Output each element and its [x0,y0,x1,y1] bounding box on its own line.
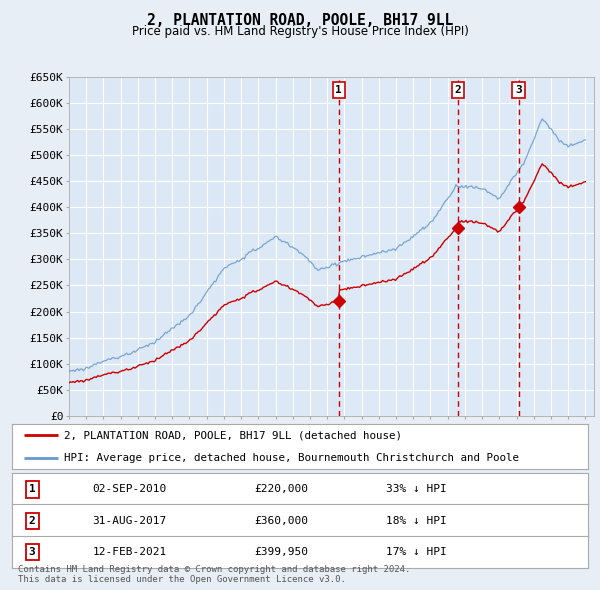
Text: 1: 1 [335,85,342,95]
Text: 12-FEB-2021: 12-FEB-2021 [92,547,167,557]
Text: HPI: Average price, detached house, Bournemouth Christchurch and Poole: HPI: Average price, detached house, Bour… [64,453,519,463]
Text: Price paid vs. HM Land Registry's House Price Index (HPI): Price paid vs. HM Land Registry's House … [131,25,469,38]
Text: 17% ↓ HPI: 17% ↓ HPI [386,547,447,557]
Text: £399,950: £399,950 [254,547,308,557]
Bar [339,77,594,416]
Text: £360,000: £360,000 [254,516,308,526]
Text: This data is licensed under the Open Government Licence v3.0.: This data is licensed under the Open Gov… [18,575,346,584]
Text: 33% ↓ HPI: 33% ↓ HPI [386,484,447,494]
Text: 18% ↓ HPI: 18% ↓ HPI [386,516,447,526]
Text: 2: 2 [454,85,461,95]
Text: 3: 3 [515,85,522,95]
Text: 31-AUG-2017: 31-AUG-2017 [92,516,167,526]
Text: 2: 2 [29,516,35,526]
Text: 2, PLANTATION ROAD, POOLE, BH17 9LL (detached house): 2, PLANTATION ROAD, POOLE, BH17 9LL (det… [64,431,402,440]
Text: 02-SEP-2010: 02-SEP-2010 [92,484,167,494]
Text: £220,000: £220,000 [254,484,308,494]
Text: 3: 3 [29,547,35,557]
Text: 2, PLANTATION ROAD, POOLE, BH17 9LL: 2, PLANTATION ROAD, POOLE, BH17 9LL [147,13,453,28]
Text: Contains HM Land Registry data © Crown copyright and database right 2024.: Contains HM Land Registry data © Crown c… [18,565,410,574]
Text: 1: 1 [29,484,35,494]
